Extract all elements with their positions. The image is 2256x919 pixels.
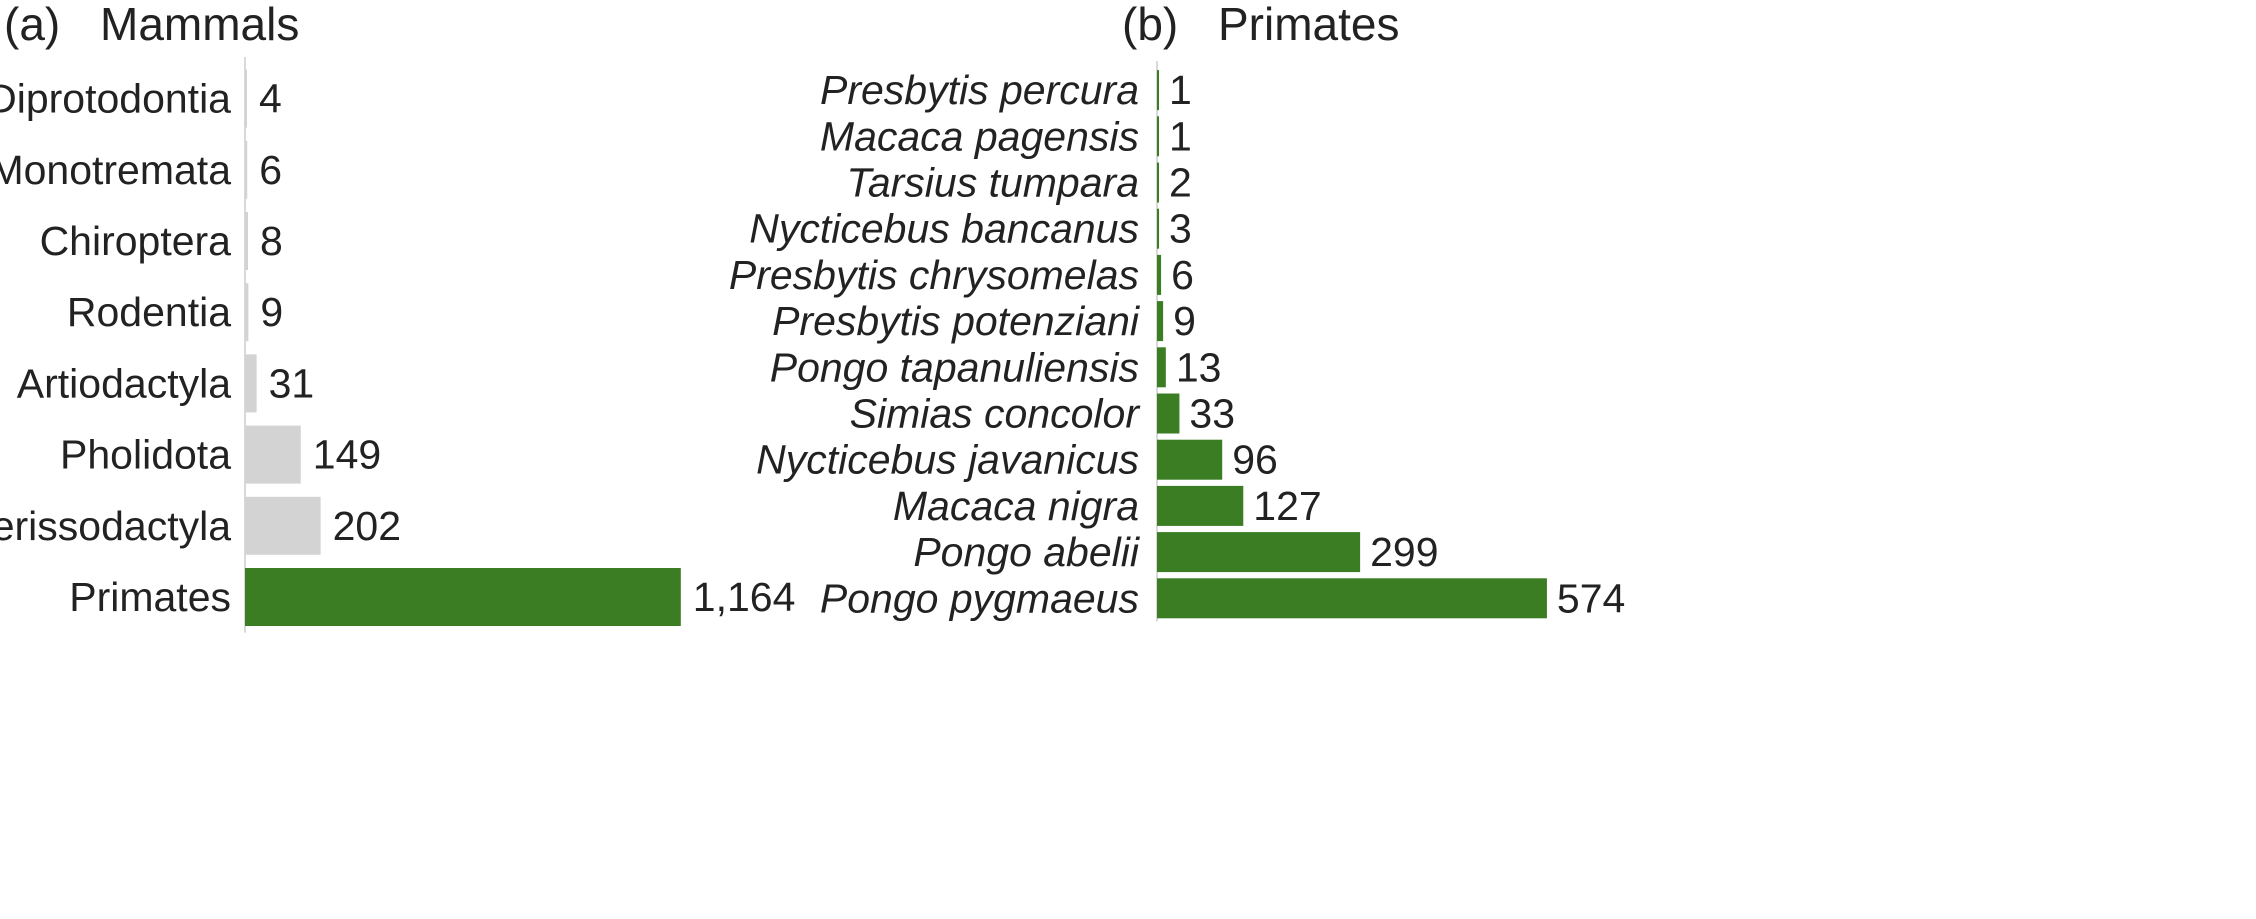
panel-b-value-label: 6 [1171,252,1194,298]
panel-b-category-label: Pongo tapanuliensis [770,344,1139,390]
panel-b-value-label: 3 [1169,206,1192,252]
panel-a-value-label: 8 [260,218,283,264]
panel-a-value-label: 149 [313,432,381,478]
panel-b-value-label: 96 [1232,437,1278,483]
panel-a-category-label: Pholidota [60,432,231,478]
panel-a-value-label: 4 [259,76,282,122]
panel-b-value-label: 9 [1173,298,1196,344]
panel-b-bar [1157,532,1361,573]
panel-a-category-label: Chiroptera [40,218,232,264]
panel-b-category-label: Presbytis potenziani [772,298,1141,344]
panel-b-bar [1157,116,1159,157]
panel-a-bar [245,425,301,484]
panel-a-value-label: 6 [259,147,282,193]
panel-b-label: (b) [1122,0,1178,50]
panel-a-bar [245,496,321,555]
panel-b-bar [1157,485,1244,526]
panel-a-bar [245,212,248,270]
panel-a-bar [245,283,249,342]
panel-b-category-label: Pongo abelii [913,529,1141,575]
panel-a-bar [245,140,248,199]
panel-a-category-label: Diprotodontia [0,76,231,122]
panel-a-category-label: Rodentia [67,289,231,335]
panel-b-bar [1157,301,1164,342]
panel-a-value-label: 1,164 [693,574,796,620]
panel-b-bar [1157,393,1180,434]
panel-b-bar [1157,162,1159,203]
panel-b-category-label: Macaca nigra [893,483,1139,529]
panel-b-title: Primates [1218,0,1399,50]
panel-b-value-label: 13 [1176,344,1222,390]
panel-b-value-label: 1 [1169,113,1192,159]
panel-b-category-label: Presbytis chrysomelas [729,252,1139,298]
panel-b-category-label: Nycticebus javanicus [756,437,1139,483]
panel-a-category-label: Primates [69,574,231,620]
panel-b-bar [1157,347,1166,388]
panel-b-bars: Presbytis percura 1 Macaca pagensis 1 Tarsiu… [729,67,1625,621]
panel-b-category-label: Nycticebus bancanus [749,206,1139,252]
panel-b-value-label: 1 [1169,67,1192,113]
panel-a-category-label: Artiodactyla [17,360,231,406]
panel-b-bar [1157,208,1160,249]
panel-b-bar [1157,439,1223,480]
panel-b-category-label: Tarsius tumpara [847,160,1139,206]
panel-b-bar [1157,70,1159,111]
panel-b-category-label: Simias concolor [850,391,1142,437]
panel-b-bar [1157,254,1162,295]
panel-a-label: (a) [4,0,60,50]
panel-a-bar [245,568,681,626]
panel-b-value-label: 2 [1169,160,1192,206]
panel-b-bar [1157,578,1547,619]
panel-a-value-label: 202 [333,503,401,549]
panel-b-category-label: Presbytis percura [820,67,1139,113]
panel-b-value-label: 299 [1370,529,1438,575]
panel-a-mammals: (a) Mammals Diprotodontia 4 Monotremata 6 Ch… [0,0,795,633]
panel-b-category-label: Macaca pagensis [820,113,1139,159]
panel-b-category-label: Pongo pygmaeus [820,575,1139,621]
panel-b-value-label: 33 [1189,391,1235,437]
panel-a-bar [245,69,247,128]
panel-a-title: Mammals [100,0,299,50]
panel-b-value-label: 574 [1557,575,1625,621]
panel-a-value-label: 9 [260,289,283,335]
panel-b-value-label: 127 [1253,483,1321,529]
panel-a-category-label: Perissodactyla [0,503,231,549]
panel-b-primates: (b) Primates Presbytis percura 1 Macaca pa… [729,0,1625,622]
panel-a-bar [245,354,257,413]
panel-a-bars: Diprotodontia 4 Monotremata 6 Chiroptera 8 Rod… [0,69,796,626]
panel-a-category-label: Monotremata [0,147,231,193]
panel-a-value-label: 31 [269,360,315,406]
